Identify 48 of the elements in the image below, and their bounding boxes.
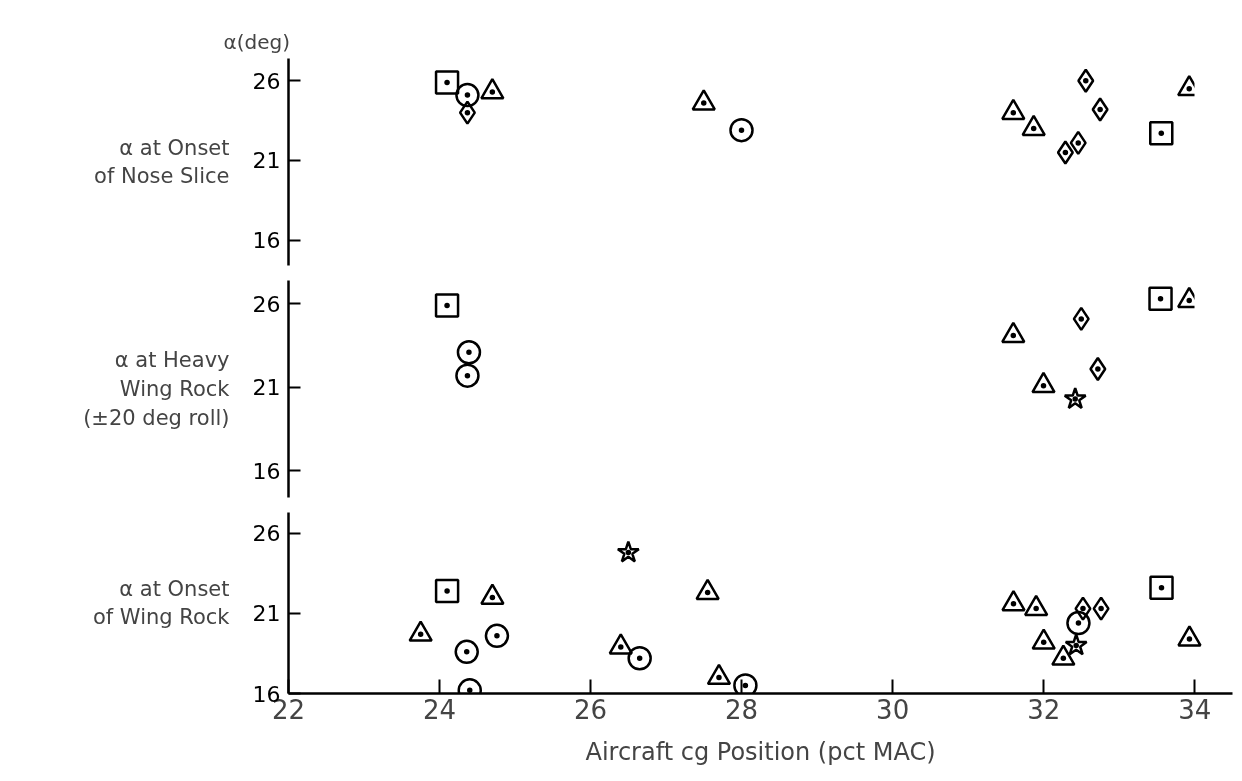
point xyxy=(1149,575,1174,601)
point xyxy=(1056,140,1074,165)
point xyxy=(458,100,477,125)
y-axis-title: α at Heavy Wing Rock (±20 deg roll) xyxy=(83,348,231,430)
point xyxy=(729,117,754,143)
point xyxy=(1001,589,1026,612)
point xyxy=(455,363,480,388)
point xyxy=(1177,625,1202,647)
y-tick-label: 21 xyxy=(252,148,281,174)
y-tick-label: 21 xyxy=(252,601,281,627)
chart-title: α(deg) xyxy=(223,29,290,54)
point xyxy=(434,293,460,318)
point xyxy=(1074,596,1092,621)
y-tick-label: 26 xyxy=(252,68,281,94)
x-tick-label: 32 xyxy=(1027,694,1061,725)
y-tick-label: 26 xyxy=(252,291,281,317)
point xyxy=(706,663,732,686)
y-tick-label: 21 xyxy=(252,375,281,401)
point xyxy=(456,340,482,365)
point xyxy=(408,620,433,642)
x-tick-label: 26 xyxy=(574,694,608,725)
y-axis-title: α at Onset of Wing Rock xyxy=(92,576,231,630)
point xyxy=(434,578,460,604)
y-tick-label: 16 xyxy=(252,228,281,254)
point xyxy=(1063,386,1087,410)
x-tick-label: 30 xyxy=(876,694,910,725)
point xyxy=(1149,121,1174,146)
x-tick-label: 34 xyxy=(1178,694,1212,725)
point xyxy=(1023,594,1049,617)
point xyxy=(608,633,634,655)
x-axis-title: Aircraft cg Position (pct MAC) xyxy=(585,737,936,766)
point xyxy=(480,583,505,605)
point xyxy=(1064,633,1088,656)
point xyxy=(733,673,758,694)
point xyxy=(616,540,641,563)
point xyxy=(1091,97,1109,122)
x-tick-label: 28 xyxy=(725,694,759,725)
x-tick-label: 24 xyxy=(423,694,457,725)
point xyxy=(695,578,720,601)
point xyxy=(1031,628,1056,650)
point xyxy=(455,82,480,108)
point xyxy=(1092,596,1110,621)
y-axis-title: α at Onset of Nose Slice xyxy=(94,135,230,189)
point xyxy=(1148,286,1173,312)
y-tick-label: 16 xyxy=(252,458,281,484)
point xyxy=(434,70,460,95)
y-tick-label: 26 xyxy=(252,521,281,547)
point xyxy=(1051,644,1076,666)
